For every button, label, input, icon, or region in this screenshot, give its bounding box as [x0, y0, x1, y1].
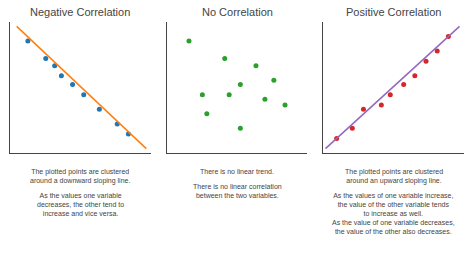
- svg-text:The plotted points are cluster: The plotted points are clusteredaround a…: [345, 168, 443, 185]
- svg-text:There is no linear correlation: There is no linear correlationbetween th…: [193, 183, 282, 199]
- svg-text:Positive Correlation: Positive Correlation: [346, 6, 441, 18]
- svg-text:As the values one variabledecr: As the values one variabledecreases, the…: [37, 192, 124, 217]
- svg-text:The plotted points are cluster: The plotted points are clusteredaround a…: [30, 168, 130, 185]
- svg-text:Negative Correlation: Negative Correlation: [30, 6, 130, 18]
- svg-text:No Correlation: No Correlation: [202, 6, 273, 18]
- svg-text:There is no linear trend.: There is no linear trend.: [200, 168, 274, 175]
- svg-text:As the values of one variable: As the values of one variable increase,t…: [332, 192, 455, 235]
